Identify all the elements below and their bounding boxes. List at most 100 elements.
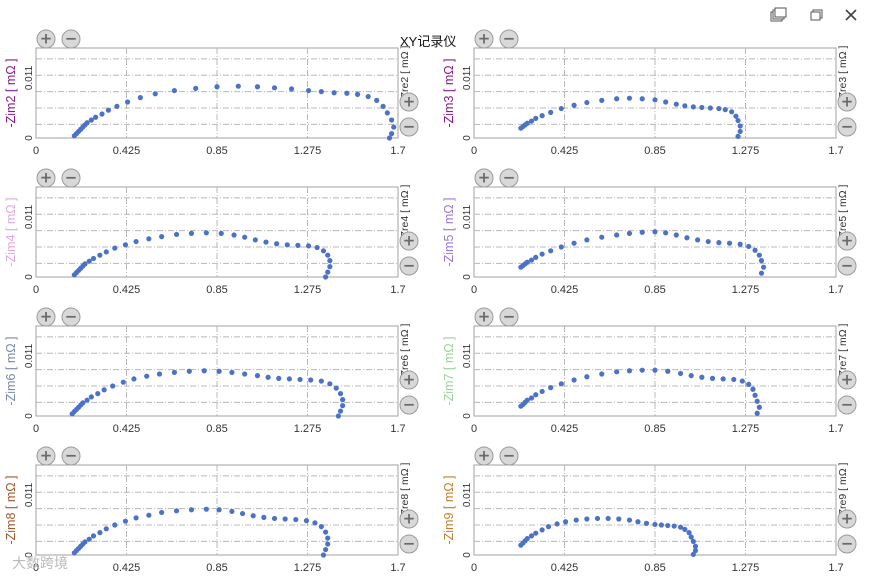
data-point [614,96,620,102]
y-zoom-in-button[interactable]: + [36,29,56,49]
y-axis-label: -Zim2 [ mΩ ] [4,58,18,127]
y-zoom-out-button[interactable]: − [499,307,519,327]
y-zoom-out-button[interactable]: − [499,168,519,188]
x-zoom-out-button[interactable]: − [399,256,419,276]
x-zoom-out-button[interactable]: − [837,395,857,415]
y-zoom-out-button-glyph: − [65,447,78,465]
maximize-icon[interactable] [808,6,826,24]
data-point [333,385,339,391]
data-point [558,105,564,112]
data-point [524,397,530,403]
x-tick-label: 1.275 [294,284,322,296]
x-zoom-in-button[interactable]: + [837,509,857,529]
x-zoom-in-button[interactable]: + [399,509,419,529]
x-zoom-out-button[interactable]: − [837,534,857,554]
data-point [558,244,564,250]
data-point [337,391,344,397]
x-zoom-out-button-glyph: − [403,257,416,275]
data-point [203,506,209,512]
x-zoom-in-button[interactable]: + [837,231,857,251]
data-point [105,107,111,113]
data-point [716,105,722,112]
x-tick-label: 0.425 [551,562,579,574]
y-tick-label: 0 [462,552,473,558]
y-zoom-in-button-glyph: + [40,169,53,187]
x-tick-label: 1.7 [828,284,843,296]
data-point [193,85,199,91]
data-point [594,515,601,522]
x-zoom-out-button[interactable]: − [837,117,857,137]
data-point [524,259,530,265]
data-point [159,509,165,516]
data-point [663,230,669,236]
y-zoom-in-button[interactable]: + [36,168,56,188]
data-point [90,533,97,539]
x-zoom-in-button-glyph: + [841,371,854,389]
y-zoom-in-button[interactable]: + [474,446,494,466]
y-zoom-out-button[interactable]: − [499,29,519,49]
x-tick-label: 1.275 [732,284,760,296]
y-zoom-in-button[interactable]: + [474,29,494,49]
data-point [626,95,633,101]
data-point [282,516,288,522]
y-tick-label: 0 [24,135,35,141]
x-zoom-in-button[interactable]: + [837,370,857,390]
data-point [539,527,545,533]
x-zoom-in-button[interactable]: + [399,92,419,112]
data-point [548,109,554,115]
data-point [318,89,324,95]
x-tick-label: 1.275 [732,562,760,574]
data-point [692,543,699,549]
x-tick-label: 0.425 [551,145,579,157]
y-axis-label: -Zim8 [ mΩ ] [4,475,18,544]
data-point [739,378,745,384]
y-zoom-in-button[interactable]: + [36,446,56,466]
data-point [389,131,395,137]
y-tick-label: 0.011 [462,65,473,90]
y-tick-label: 0 [24,274,35,280]
y-tick-label: 0 [462,274,473,280]
data-point [533,530,539,536]
data-point [122,518,129,524]
data-point [84,397,90,403]
y-zoom-out-button[interactable]: − [61,168,81,188]
data-point [677,370,684,377]
y-zoom-in-button[interactable]: + [36,307,56,327]
data-point [571,102,577,108]
x-zoom-out-button[interactable]: − [399,117,419,137]
data-point [707,105,713,111]
chart-panel-4: 0 0.425 0.85 1.275 1.7 0 0.011 -Zim5 [ mΩ ] Zre5… [442,185,849,296]
x-zoom-out-button-glyph: − [403,396,416,414]
data-point [95,391,101,397]
y-zoom-out-button[interactable]: − [61,307,81,327]
x-zoom-out-button[interactable]: − [399,534,419,554]
x-zoom-out-button[interactable]: − [837,256,857,276]
x-tick-label: 0.85 [644,145,665,157]
data-point [171,369,178,375]
data-point [716,240,722,246]
chart-panel-8: 0 0.425 0.85 1.275 1.7 0 0.011 -Zim9 [ mΩ ] Zre9… [442,463,849,574]
data-point [327,381,333,387]
x-zoom-in-button[interactable]: + [399,370,419,390]
y-zoom-out-button[interactable]: − [499,446,519,466]
chart-panel-2: 0 0.425 0.85 1.275 1.7 0 0.011 -Zim3 [ mΩ ] Zre3… [442,46,849,157]
y-zoom-in-button[interactable]: + [474,168,494,188]
y-zoom-out-button[interactable]: − [61,29,81,49]
close-icon[interactable] [842,6,860,24]
data-point [261,514,267,520]
x-tick-label: 1.275 [732,423,760,435]
data-point [573,517,579,523]
y-zoom-out-button[interactable]: − [61,446,81,466]
x-zoom-in-button[interactable]: + [399,231,419,251]
data-point [528,395,535,401]
restore-windows-icon[interactable] [769,6,787,24]
data-point [86,536,92,542]
x-axis-label: Zre6 [ mΩ ] [399,324,411,377]
data-point [218,230,224,236]
x-zoom-out-button[interactable]: − [399,395,419,415]
x-tick-label: 0.425 [551,284,579,296]
y-zoom-in-button[interactable]: + [474,307,494,327]
data-point [305,87,312,94]
x-zoom-in-button[interactable]: + [837,92,857,112]
x-zoom-out-button-glyph: − [403,535,416,553]
